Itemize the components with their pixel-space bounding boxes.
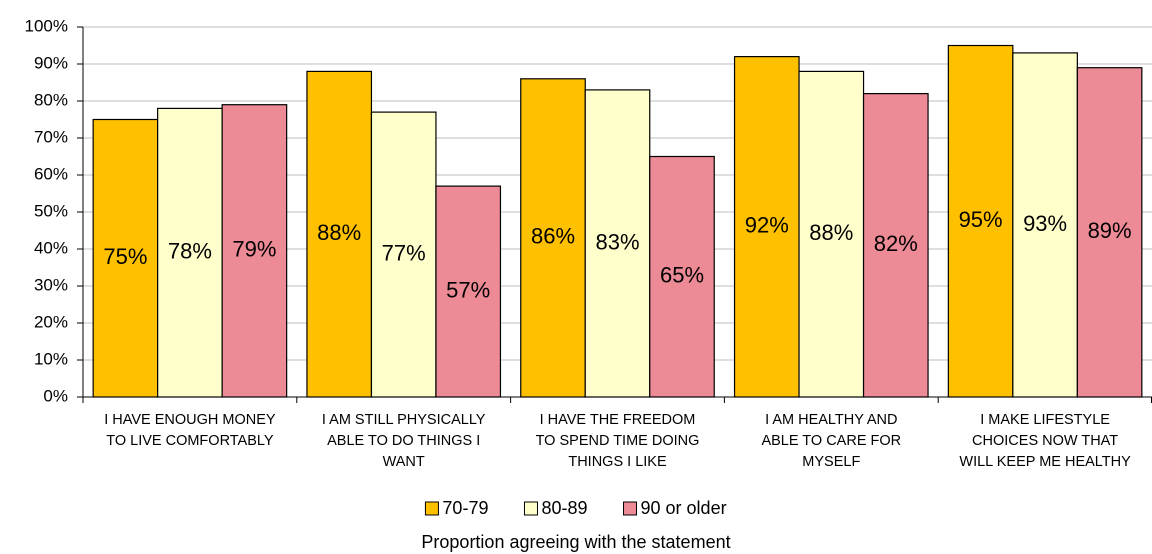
data-label: 82% [874,231,918,256]
x-tick-label: MYSELF [802,454,860,470]
legend-label: 80-89 [541,498,587,518]
x-tick-label: ABLE TO DO THINGS I [327,433,480,449]
y-tick-label: 100% [25,16,68,35]
legend-swatch [523,501,538,516]
bar [157,107,223,398]
data-label: 65% [660,263,704,288]
bar [947,44,1014,398]
x-tick-label: WANT [383,454,425,470]
y-tick-label: 60% [34,164,68,183]
data-label: 79% [232,237,276,262]
x-tick-label: I MAKE LIFESTYLE [980,412,1110,428]
data-label: 88% [809,220,853,245]
data-label: 83% [595,229,639,254]
x-tick-label: I HAVE THE FREEDOM [540,412,696,428]
legend-swatch [623,501,638,516]
x-tick-label: THINGS I LIKE [568,454,667,470]
data-label: 89% [1088,218,1132,243]
legend-swatch [424,501,439,516]
data-label: 88% [317,220,361,245]
data-label: 86% [531,224,575,249]
y-tick-label: 0% [43,386,68,405]
x-tick-label: I HAVE ENOUGH MONEY [104,412,276,428]
x-tick-label: WILL KEEP ME HEALTHY [959,454,1131,470]
bar [862,92,929,398]
data-label: 93% [1023,211,1067,236]
y-tick-label: 20% [34,312,68,331]
bar [1012,52,1078,398]
y-tick-label: 80% [34,90,68,109]
data-label: 78% [168,239,212,264]
y-tick-label: 30% [34,275,68,294]
x-tick-label: I AM STILL PHYSICALLY [322,412,486,428]
bar [435,185,502,398]
legend-label: 90 or older [641,498,727,518]
bar [1076,67,1143,398]
data-label: 57% [446,277,490,302]
data-label: 75% [103,244,147,269]
y-tick-label: 10% [34,349,68,368]
data-label: 95% [959,207,1003,232]
x-tick-label: TO SPEND TIME DOING [536,433,700,449]
bar [584,89,651,398]
y-tick-label: 50% [34,201,68,220]
data-label: 77% [382,240,426,265]
y-tick-label: 90% [34,53,68,72]
bar [649,155,715,398]
bar [221,104,288,398]
legend-label: 70-79 [442,498,488,518]
y-tick-label: 40% [34,238,68,257]
x-axis-title: Proportion agreeing with the statement [421,532,730,552]
x-tick-label: ABLE TO CARE FOR [761,433,901,449]
x-tick-label: I AM HEALTHY AND [765,412,897,428]
x-tick-label: TO LIVE COMFORTABLY [106,433,274,449]
data-label: 92% [745,213,789,238]
y-tick-label: 70% [34,127,68,146]
bar [520,78,586,398]
bar [733,55,800,398]
x-tick-label: CHOICES NOW THAT [972,433,1118,449]
bar [370,111,437,398]
